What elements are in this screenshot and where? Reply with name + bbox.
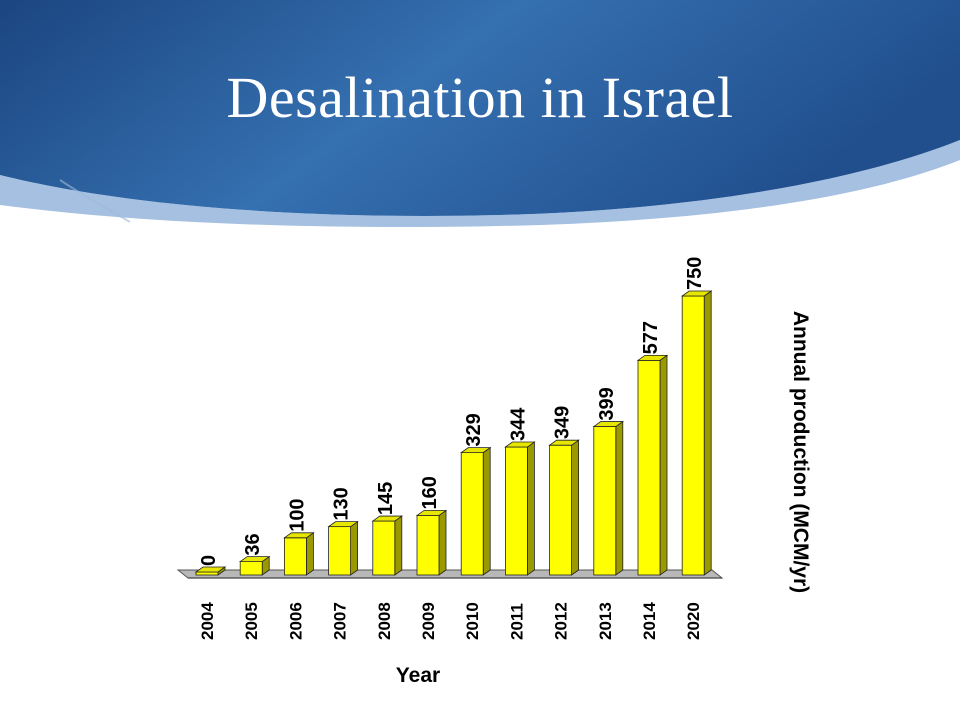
data-label: 349 — [552, 406, 574, 439]
data-label: 399 — [596, 387, 618, 420]
x-tick-label: 2013 — [596, 602, 615, 640]
bar — [238, 555, 271, 576]
header-banner — [0, 0, 960, 228]
bar-top-face — [636, 354, 669, 361]
bar — [548, 439, 580, 576]
bar-top-face — [548, 439, 580, 446]
bar — [371, 515, 404, 576]
bar — [194, 566, 227, 576]
x-tick-label: 2005 — [242, 602, 261, 640]
data-label: 145 — [375, 482, 397, 515]
data-label: 100 — [286, 498, 308, 531]
slide-title: Desalination in Israel — [226, 65, 734, 130]
bar — [592, 420, 625, 576]
data-label: 0 — [198, 555, 220, 566]
bar-front-face — [195, 571, 219, 576]
x-tick-label: 2008 — [375, 602, 394, 640]
data-label: 160 — [419, 476, 441, 509]
bar — [459, 446, 492, 576]
bar-front-face — [504, 446, 528, 576]
x-tick-label: 2007 — [331, 602, 350, 640]
bar-front-face — [681, 295, 705, 576]
bar-side-face — [527, 441, 535, 576]
bar — [504, 441, 536, 576]
bar — [283, 532, 315, 576]
x-tick-label: 2006 — [286, 602, 305, 640]
y-axis-title: Annual production (MCM/yr) — [789, 311, 812, 593]
bar-side-face — [438, 509, 447, 576]
data-label: 130 — [331, 487, 353, 520]
bar — [415, 509, 448, 576]
data-label: 344 — [507, 407, 529, 441]
bar-side-face — [482, 446, 491, 576]
x-tick-label: 2010 — [463, 602, 482, 640]
bar-series — [194, 290, 713, 576]
bar-front-face — [283, 537, 307, 576]
x-tick-label: 2004 — [198, 602, 217, 640]
bar-top-face — [327, 521, 359, 528]
bar-front-face — [239, 561, 263, 576]
bar-side-face — [305, 532, 314, 576]
x-tick-label: 2011 — [507, 603, 526, 640]
bar-front-face — [593, 426, 617, 576]
bar-top-face — [592, 421, 625, 427]
bar-side-face — [394, 515, 403, 576]
x-axis-title: Year — [396, 664, 440, 687]
data-label: 577 — [640, 321, 662, 354]
bar — [680, 290, 713, 576]
bar-front-face — [328, 526, 352, 576]
bar-top-face — [238, 556, 271, 563]
data-label: 36 — [242, 533, 264, 555]
x-tick-label: 2012 — [552, 602, 571, 640]
x-tick-label: 2009 — [419, 602, 438, 640]
bar-front-face — [549, 444, 572, 576]
x-tick-labels: 2004 2005 2006 2007 2008 2009 2010 2011 2012 2013… — [198, 602, 703, 640]
bar-top-face — [371, 515, 404, 522]
x-tick-label: 2014 — [640, 602, 659, 640]
bar-front-face — [637, 359, 661, 576]
bar-front-face — [372, 520, 396, 576]
bar-front-face — [460, 452, 484, 576]
bar-top-face — [504, 441, 536, 448]
bar-top-face — [415, 510, 448, 516]
bar-side-face — [615, 420, 624, 576]
data-label: 750 — [684, 257, 706, 290]
bar-side-face — [350, 520, 359, 576]
bar-side-face — [659, 354, 668, 576]
bar-top-face — [459, 447, 492, 454]
bar-side-face — [571, 439, 579, 576]
bar-side-face — [703, 290, 712, 576]
bar-front-face — [416, 515, 440, 576]
bar — [327, 520, 359, 576]
bar-top-face — [194, 566, 227, 573]
bar — [636, 354, 669, 576]
value-labels: 0 36 100 130 145 160 329 344 349 399 577 750 — [198, 257, 706, 566]
bar-top-face — [283, 532, 315, 539]
bar-top-face — [680, 290, 713, 297]
x-tick-label: 2020 — [684, 602, 703, 640]
data-label: 329 — [463, 413, 485, 446]
